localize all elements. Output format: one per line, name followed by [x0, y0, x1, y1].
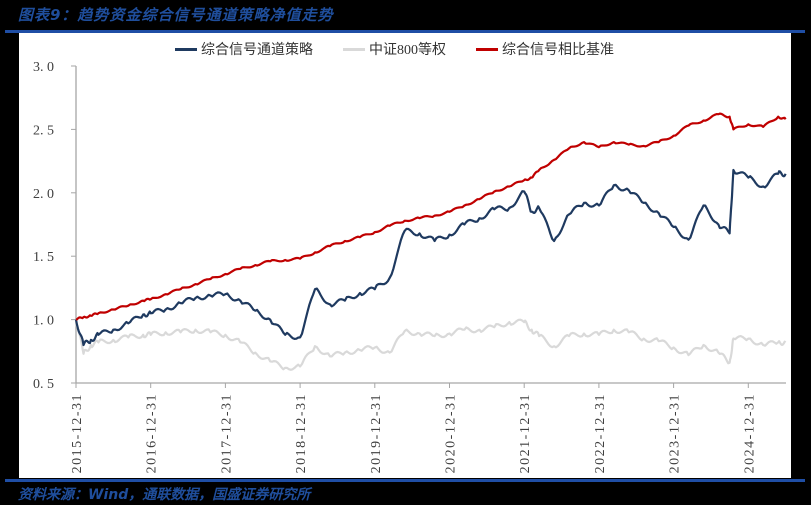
x-tick-label: 2023-12-31 — [668, 393, 683, 473]
y-tick-label: 1. 0 — [33, 314, 54, 329]
legend-swatch-relative — [476, 47, 498, 51]
source-note: 资料来源：Wind，通联数据，国盛证券研究所 — [18, 487, 311, 503]
y-tick-label: 0. 5 — [33, 377, 54, 392]
x-tick-label: 2016-12-31 — [145, 393, 160, 473]
chart-panel — [19, 33, 791, 478]
y-tick-label: 1. 5 — [33, 250, 54, 265]
title-divider — [5, 30, 805, 33]
legend-item-csi800: 中证800等权 — [343, 39, 446, 59]
y-tick-label: 2. 0 — [33, 187, 54, 202]
x-tick-label: 2021-12-31 — [518, 393, 533, 473]
legend-item-relative: 综合信号相比基准 — [476, 39, 614, 59]
legend-label-csi800: 中证800等权 — [369, 43, 446, 58]
legend-item-strategy: 综合信号通道策略 — [175, 39, 313, 59]
x-tick-label: 2015-12-31 — [70, 393, 85, 473]
legend-label-strategy: 综合信号通道策略 — [201, 43, 313, 58]
figure-title: 图表9：趋势资金综合信号通道策略净值走势 — [18, 6, 334, 24]
y-tick-label: 2. 5 — [33, 123, 54, 138]
x-tick-label: 2024-12-31 — [742, 393, 757, 473]
x-tick-label: 2022-12-31 — [593, 393, 608, 473]
legend-label-relative: 综合信号相比基准 — [502, 43, 614, 58]
series-lines — [74, 112, 787, 371]
x-tick-label: 2017-12-31 — [219, 393, 234, 473]
axes: 3. 0 2. 5 2. 0 1. 5 1. 0 0. 5 2015-12-31 2016-1… — [33, 60, 786, 473]
y-tick-label: 3. 0 — [33, 60, 54, 75]
strategy-line — [74, 168, 787, 347]
relative-benchmark-line — [75, 112, 787, 321]
legend: 综合信号通道策略 中证800等权 综合信号相比基准 — [175, 39, 614, 59]
x-tick-label: 2019-12-31 — [369, 393, 384, 473]
csi800-line — [74, 318, 787, 371]
x-tick-label: 2020-12-31 — [444, 393, 459, 473]
x-tick-label: 2018-12-31 — [294, 393, 309, 473]
legend-swatch-strategy — [175, 47, 197, 51]
legend-swatch-csi800 — [343, 47, 365, 51]
source-divider — [5, 479, 805, 482]
